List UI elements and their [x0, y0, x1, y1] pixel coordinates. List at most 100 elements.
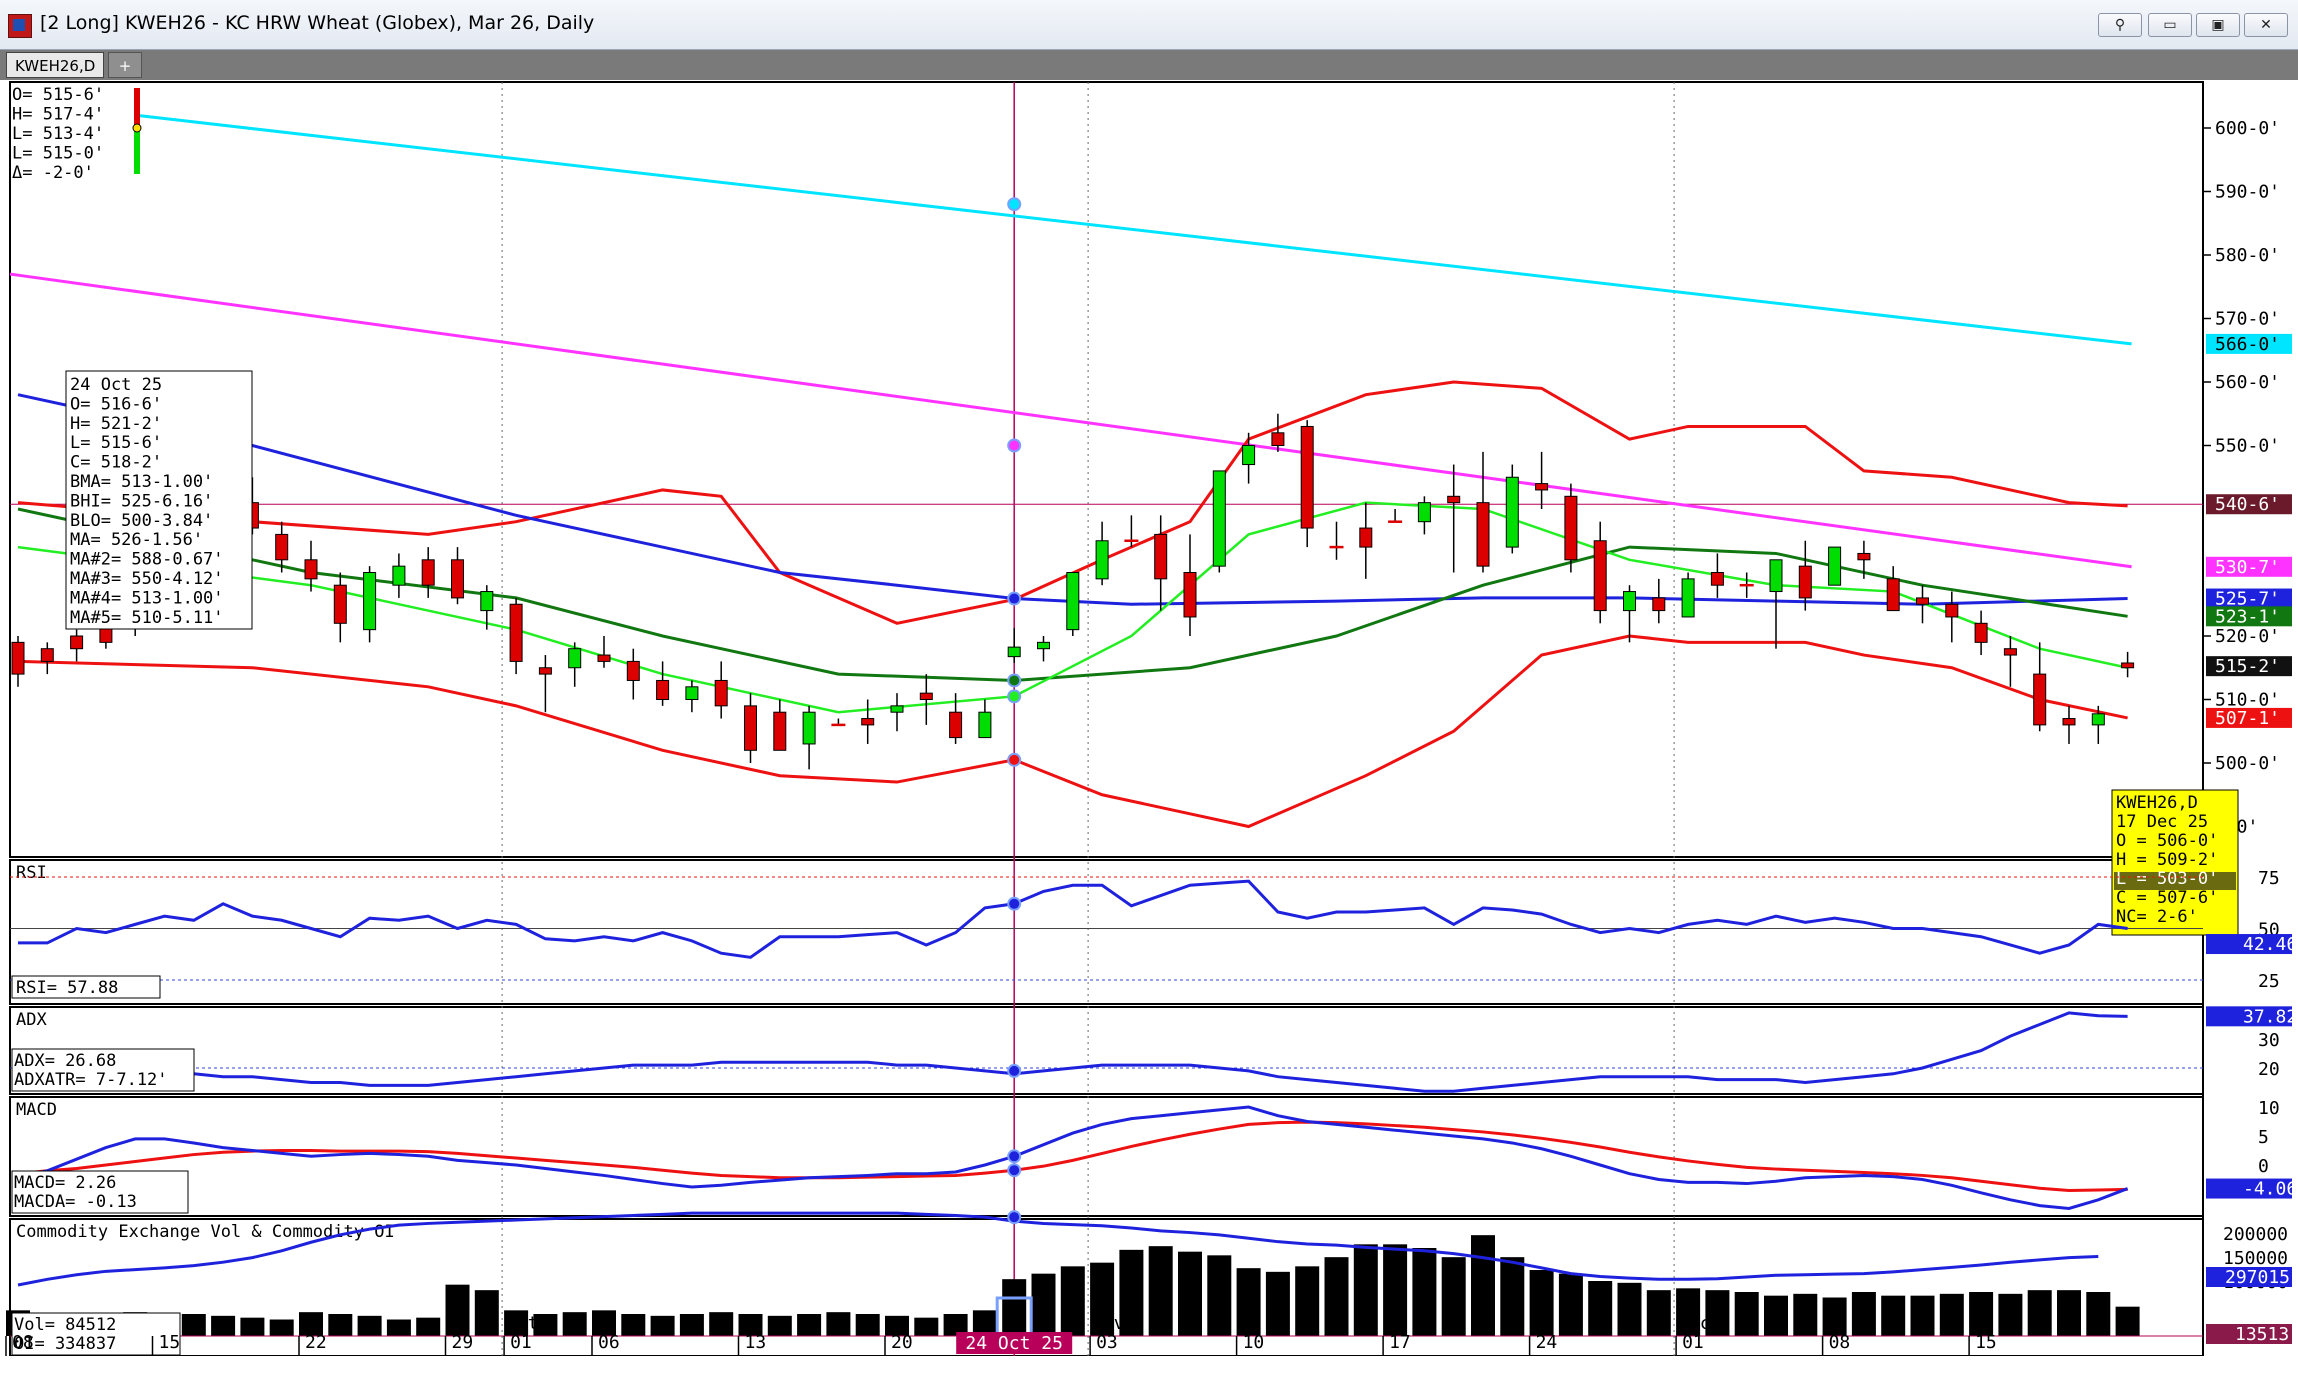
ohlc-bar-dot	[132, 123, 142, 133]
volume-bar	[855, 1314, 880, 1336]
candle-body	[2062, 718, 2076, 726]
cursor-data-line: BMA= 513-1.00'	[70, 472, 213, 492]
price-tag-label: 540-6'	[2215, 494, 2280, 515]
volume-bar	[1441, 1257, 1466, 1336]
minimize-button[interactable]: ▭	[2148, 13, 2192, 37]
date-tick-label: 06	[598, 1332, 620, 1353]
volume-bar	[1939, 1293, 1964, 1336]
rsi-readout-box	[11, 975, 161, 999]
last-bar-line: NC= 2-6'	[2116, 907, 2198, 927]
paperclip-icon[interactable]: ⚲	[2098, 13, 2142, 37]
volume-tick-label: 150000	[2223, 1248, 2288, 1269]
date-tick-label: 15	[159, 1332, 181, 1353]
tab-kweh26-d[interactable]: KWEH26,D	[6, 52, 105, 78]
candle-body	[1183, 572, 1197, 618]
cursor-data-line: MA#2= 588-0.67'	[70, 550, 224, 570]
candle-body	[1476, 502, 1490, 567]
rsi-value-label: 42.46	[2243, 934, 2297, 955]
crosshair-dot	[1007, 752, 1022, 767]
volume-bar	[1793, 1293, 1818, 1336]
price-tick-label: 570-0'	[2215, 309, 2280, 330]
bottom-margin	[0, 1356, 2298, 1392]
volume-bar	[1207, 1255, 1232, 1336]
volume-bar	[1734, 1292, 1759, 1336]
candle-body	[11, 641, 25, 675]
vol-value-label: 13513	[2235, 1324, 2289, 1345]
macd-tick-label: 0	[2258, 1156, 2269, 1177]
price-tag-label: 515-2'	[2215, 656, 2280, 677]
candle-body	[1505, 476, 1519, 548]
rsi-readout: RSI= 57.88	[16, 978, 118, 998]
macd-signal-crosshair-dot	[1007, 1163, 1022, 1178]
volume-bar	[416, 1317, 441, 1336]
macd-readout-line: MACD= 2.26	[14, 1173, 116, 1193]
candle-body	[773, 711, 787, 751]
macd-tick-label: 5	[2258, 1127, 2269, 1148]
price-tick-label: 500-0'	[2215, 753, 2280, 774]
volume-bar	[1998, 1293, 2023, 1336]
volume-bar	[2115, 1306, 2140, 1336]
last-bar-line: H = 509-2'	[2116, 850, 2218, 870]
candle-body	[1710, 572, 1724, 586]
volume-bar	[972, 1310, 997, 1336]
macd-value-label: -4.06	[2243, 1179, 2297, 1200]
candle-body	[1652, 597, 1666, 612]
volume-bar	[1705, 1290, 1730, 1336]
price-tag-label: 525-7'	[2215, 589, 2280, 610]
adx-readout-line: ADXATR= 7-7.12'	[14, 1070, 168, 1090]
volume-bar	[621, 1314, 646, 1336]
date-tick-label: 01	[510, 1332, 532, 1353]
candle-body	[861, 718, 875, 726]
cursor-data-line: L= 515-6'	[70, 433, 162, 453]
candle-body	[685, 686, 699, 700]
macd-tick-label: 10	[2258, 1098, 2280, 1119]
candle-body	[1417, 502, 1431, 523]
adx-line	[17, 1011, 2128, 1093]
chart-area[interactable]: 600-0'590-0'580-0'570-0'560-0'550-0'520-…	[0, 80, 2298, 1356]
candle-body	[714, 679, 728, 707]
date-tick-label: 08	[12, 1332, 34, 1353]
candle-body	[1798, 565, 1812, 599]
volume-bar	[1295, 1266, 1320, 1336]
cursor-data-line: MA#5= 510-5.11'	[70, 608, 224, 628]
volume-bar	[1676, 1288, 1701, 1336]
adx-crosshair-dot	[1007, 1063, 1022, 1078]
volume-bar	[943, 1314, 968, 1336]
volume-bar	[1910, 1295, 1935, 1336]
candle-body	[978, 711, 992, 739]
close-button[interactable]: ✕	[2244, 13, 2288, 37]
volume-bar	[240, 1317, 265, 1336]
candle-body	[1828, 546, 1842, 586]
candle-body	[656, 679, 670, 701]
ohlc-readout-line: Δ= -2-0'	[12, 163, 94, 183]
candle-body	[1066, 572, 1080, 631]
volume-bar	[1881, 1295, 1906, 1336]
candle-body	[275, 533, 289, 561]
restore-button[interactable]: ▣	[2196, 13, 2240, 37]
price-tick-label: 510-0'	[2215, 690, 2280, 711]
candle-body	[1095, 540, 1109, 580]
add-tab-button[interactable]: +	[108, 52, 142, 78]
candle-body	[1447, 495, 1461, 504]
volume-bar	[1500, 1257, 1525, 1336]
date-tick-label: 15	[1975, 1332, 1997, 1353]
candle-body	[509, 603, 523, 662]
volume-bar	[386, 1319, 411, 1336]
ohlc-bar-green	[134, 128, 140, 174]
price-tag	[2206, 556, 2292, 577]
ohlc-bar-red	[134, 88, 140, 128]
month-label: Nov	[1092, 1313, 1125, 1334]
open-interest-line	[17, 1211, 2099, 1287]
oi-value-label: 297015	[2225, 1267, 2290, 1288]
adx-readout-line: ADX= 26.68	[14, 1051, 116, 1071]
candle-body	[2003, 648, 2017, 656]
volume-bar	[269, 1319, 294, 1336]
macd-panel-frame	[9, 1096, 2204, 1217]
price-tick-label: 590-0'	[2215, 182, 2280, 203]
candle-body	[392, 565, 406, 586]
volume-bar	[474, 1290, 499, 1336]
volume-bar	[2057, 1290, 2081, 1336]
volume-bar	[914, 1317, 939, 1336]
volume-bar	[1822, 1297, 1847, 1336]
adx-panel-frame	[9, 1006, 2204, 1095]
